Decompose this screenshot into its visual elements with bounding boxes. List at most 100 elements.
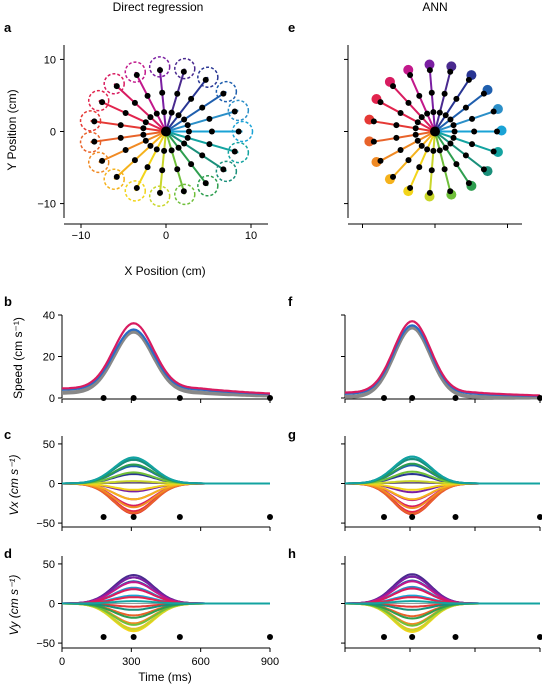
- waypoint-dot-a: [153, 110, 160, 117]
- y-tick-label-c: 50: [43, 439, 55, 451]
- reach-trace-e: [434, 109, 498, 133]
- xlabel-time: Time (ms): [138, 670, 192, 684]
- reach-trace-a: [134, 71, 167, 132]
- reach-trace-a: [134, 131, 167, 192]
- waypoint-dot-a: [235, 128, 242, 135]
- waypoint-dot-e: [370, 138, 377, 145]
- waypoint-dot-a: [174, 166, 181, 173]
- waypoint-dot-e: [424, 146, 431, 153]
- ylabel-vy: Vy (cm s⁻¹): [7, 575, 21, 636]
- waypoint-dot-e: [416, 92, 423, 99]
- column-title-direct-regression: Direct regression: [113, 0, 204, 14]
- reach-trace-a: [98, 99, 167, 133]
- waypoint-dot-e: [393, 134, 400, 141]
- waypoint-dot-a: [117, 122, 124, 129]
- waypoint-dot-a: [206, 115, 213, 122]
- event-dot-d: [100, 634, 107, 640]
- waypoint-dot-a: [202, 180, 209, 187]
- waypoint-dot-e: [447, 140, 454, 147]
- waypoint-dot-a: [131, 157, 138, 164]
- waypoint-dot-a: [168, 147, 175, 154]
- waypoint-dot-e: [390, 173, 397, 180]
- waypoint-dot-a: [99, 99, 106, 106]
- event-dot-c: [176, 514, 183, 520]
- reach-trace-a: [165, 130, 239, 154]
- reach-trace-a: [90, 119, 167, 133]
- waypoint-dot-a: [122, 109, 129, 116]
- plot-layer: −10 0 10 −10 0 10 0 20 40 −50 0 50 0 300 600 900 −50 0 50: [36, 45, 542, 668]
- waypoint-dot-e: [428, 167, 435, 174]
- reach-trace-a: [165, 130, 227, 173]
- target-circle-a: [215, 80, 238, 103]
- waypoint-dot-e: [397, 147, 404, 154]
- event-dot-f: [381, 395, 387, 401]
- reach-trace-e: [434, 68, 452, 132]
- target-dot-e: [364, 136, 375, 147]
- waypoint-dot-a: [161, 109, 168, 116]
- waypoint-dot-a: [113, 173, 120, 180]
- series-line-h: [345, 600, 540, 605]
- y-tick-label-a: −10: [37, 199, 56, 211]
- waypoint-dot-a: [142, 119, 149, 126]
- reach-trace-a: [165, 68, 186, 132]
- waypoint-dot-a: [231, 108, 238, 115]
- y-tick-label-b: 20: [43, 352, 55, 364]
- waypoint-dot-a: [184, 134, 191, 141]
- waypoint-dot-a: [202, 76, 209, 83]
- event-dot-c: [267, 514, 273, 520]
- reach-trace-e: [434, 130, 488, 173]
- y-tick-label-a: 10: [44, 54, 56, 66]
- reach-trace-a: [98, 130, 167, 164]
- waypoint-dot-a: [133, 72, 140, 79]
- event-dot-d: [176, 634, 183, 640]
- event-dot-f: [409, 395, 416, 401]
- y-tick-label-d: −50: [36, 638, 55, 650]
- target-circle-a: [124, 180, 147, 202]
- waypoint-dot-a: [220, 166, 227, 173]
- series-line-g: [344, 455, 540, 485]
- waypoint-dot-e: [390, 83, 397, 90]
- target-circle-a: [227, 141, 250, 164]
- waypoint-dot-a: [91, 118, 98, 125]
- waypoint-dot-e: [490, 148, 497, 155]
- reach-trace-a: [165, 109, 239, 133]
- event-dot-h: [452, 634, 459, 640]
- target-circle-a: [103, 73, 125, 95]
- waypoint-dot-a: [156, 67, 163, 74]
- waypoint-dot-a: [144, 164, 151, 171]
- event-dot-h: [381, 634, 387, 640]
- waypoint-dot-e: [450, 122, 457, 129]
- panel-letter-c: c: [4, 427, 11, 442]
- reach-trace-a: [158, 66, 167, 132]
- waypoint-dot-a: [199, 152, 206, 159]
- waypoint-dot-e: [447, 188, 454, 195]
- event-dot-b: [130, 395, 137, 401]
- waypoint-dot-e: [453, 161, 460, 168]
- waypoint-dot-a: [133, 184, 140, 191]
- event-dot-g: [381, 514, 387, 520]
- reach-trace-a: [165, 130, 209, 187]
- reach-trace-a: [158, 131, 167, 197]
- speed-line-b: [61, 322, 271, 395]
- waypoint-dot-a: [180, 188, 187, 195]
- waypoint-dot-e: [441, 90, 448, 97]
- waypoint-dot-e: [462, 104, 469, 111]
- target-circle-a: [197, 175, 219, 197]
- waypoint-dot-a: [184, 122, 191, 129]
- event-dot-f: [452, 395, 459, 401]
- waypoint-dot-a: [181, 140, 188, 147]
- waypoint-dot-e: [414, 137, 421, 144]
- y-tick-label-b: 0: [49, 393, 55, 405]
- waypoint-dot-a: [174, 90, 181, 97]
- waypoint-dot-e: [480, 90, 487, 97]
- target-circle-a: [227, 99, 250, 122]
- target-circle-a: [79, 131, 102, 153]
- waypoint-dot-e: [418, 142, 425, 149]
- waypoint-dot-e: [377, 157, 384, 164]
- x-tick-label-a: 10: [245, 230, 257, 242]
- reach-trace-e: [390, 83, 436, 133]
- event-dot-d: [130, 634, 137, 640]
- x-tick-label-d: 300: [122, 656, 140, 668]
- waypoint-dot-a: [208, 128, 215, 135]
